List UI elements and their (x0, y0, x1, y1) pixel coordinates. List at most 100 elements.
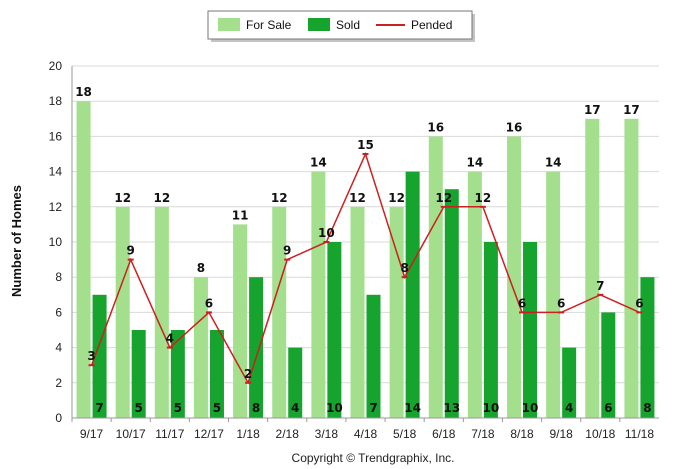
data-label-sold: 4 (565, 401, 573, 415)
bar-for-sale (193, 277, 208, 418)
data-label-for-sale: 8 (197, 261, 205, 275)
bar-sold (92, 294, 107, 418)
data-label-sold: 8 (643, 401, 651, 415)
data-label-sold: 10 (326, 401, 343, 415)
y-axis-title: Number of Homes (9, 185, 24, 297)
data-label-for-sale: 12 (114, 191, 131, 205)
data-label-sold: 4 (291, 401, 299, 415)
x-tick-label: 4/18 (354, 427, 378, 441)
data-label-pended: 12 (475, 191, 492, 205)
bar-for-sale (467, 171, 482, 418)
data-label-sold: 5 (135, 401, 143, 415)
data-label-pended: 6 (635, 296, 643, 310)
data-label-sold: 10 (483, 401, 500, 415)
y-tick-label: 10 (49, 235, 63, 249)
data-label-for-sale: 17 (623, 103, 640, 117)
legend-label-for-sale: For Sale (246, 18, 292, 32)
bar-sold (327, 242, 342, 418)
bar-sold (131, 330, 146, 418)
data-label-sold: 10 (522, 401, 539, 415)
x-tick-label: 11/17 (155, 427, 184, 441)
data-label-sold: 7 (95, 401, 103, 415)
y-tick-label: 18 (49, 94, 63, 108)
bar-for-sale (624, 118, 639, 419)
x-tick-label: 12/17 (194, 427, 224, 441)
bar-for-sale (585, 118, 600, 419)
legend-swatch-for-sale (218, 18, 240, 31)
data-label-pended: 6 (205, 296, 213, 310)
copyright-text: Copyright © Trendgraphix, Inc. (292, 451, 455, 465)
y-tick-label: 6 (55, 305, 62, 319)
y-tick-label: 16 (49, 129, 63, 143)
data-label-pended: 3 (87, 349, 95, 363)
x-tick-label: 5/18 (393, 427, 417, 441)
legend: For Sale Sold Pended (207, 10, 475, 42)
bar-for-sale (233, 224, 248, 418)
x-tick-label: 10/18 (585, 427, 615, 441)
axes: 0 2 4 6 8 10 12 14 16 18 20 9/17 10/17 11/17 12/17 1/18… (49, 59, 659, 441)
data-label-sold: 7 (369, 401, 377, 415)
data-label-pended: 10 (318, 226, 335, 240)
x-tick-label: 1/18 (236, 427, 260, 441)
data-label-pended: 6 (557, 296, 565, 310)
bar-sold (601, 312, 616, 418)
data-label-pended: 6 (518, 296, 526, 310)
data-labels: 18 7 12 5 12 5 8 5 11 8 12 4 14 10 12 7 12 14 16 13 14 10 16 10… (75, 85, 651, 415)
data-label-for-sale: 12 (349, 191, 366, 205)
data-label-pended: 9 (283, 244, 291, 258)
y-tick-label: 14 (49, 165, 63, 179)
data-label-for-sale: 14 (545, 156, 562, 170)
data-label-pended: 12 (435, 191, 452, 205)
x-tick-label: 10/17 (116, 427, 146, 441)
data-label-for-sale: 17 (584, 103, 601, 117)
data-label-sold: 13 (443, 401, 460, 415)
y-tick-label: 0 (55, 411, 62, 425)
bar-sold (483, 242, 498, 418)
bar-sold (209, 330, 224, 418)
y-tick-label: 8 (55, 270, 62, 284)
bar-sold (562, 347, 577, 418)
x-tick-label: 2/18 (276, 427, 300, 441)
data-label-for-sale: 12 (153, 191, 170, 205)
y-tick-label: 4 (55, 341, 62, 355)
bars (76, 101, 655, 419)
bar-sold (405, 171, 420, 418)
data-label-sold: 8 (252, 401, 260, 415)
bar-for-sale (507, 136, 522, 418)
bar-sold (523, 242, 538, 418)
data-label-pended: 7 (596, 279, 604, 293)
data-label-for-sale: 11 (232, 208, 249, 222)
data-label-for-sale: 16 (506, 120, 523, 134)
legend-box (207, 10, 473, 40)
x-tick-label: 9/17 (80, 427, 104, 441)
bar-for-sale (76, 101, 91, 418)
y-tick-label: 2 (55, 376, 62, 390)
bar-sold (640, 277, 655, 418)
data-label-pended: 8 (400, 261, 408, 275)
bar-for-sale (154, 206, 169, 418)
pended-line-series (88, 151, 643, 385)
x-tick-label: 9/18 (549, 427, 573, 441)
legend-label-pended: Pended (411, 18, 452, 32)
data-label-pended: 9 (127, 244, 135, 258)
bar-sold (249, 277, 264, 418)
x-tick-label: 6/18 (432, 427, 456, 441)
bar-for-sale (350, 206, 365, 418)
bar-sold (170, 330, 185, 418)
data-label-for-sale: 14 (467, 156, 484, 170)
data-label-for-sale: 16 (427, 120, 444, 134)
data-label-pended: 15 (357, 138, 374, 152)
bar-sold (366, 294, 381, 418)
y-tick-label: 20 (49, 59, 63, 73)
bar-for-sale (389, 206, 404, 418)
x-tick-label: 3/18 (315, 427, 339, 441)
data-label-for-sale: 12 (271, 191, 288, 205)
data-label-sold: 5 (174, 401, 182, 415)
data-label-sold: 6 (604, 401, 612, 415)
x-tick-label: 11/18 (625, 427, 654, 441)
data-label-for-sale: 14 (310, 156, 327, 170)
y-tick-label: 12 (49, 200, 63, 214)
legend-swatch-sold (308, 18, 330, 31)
bar-for-sale (546, 171, 561, 418)
